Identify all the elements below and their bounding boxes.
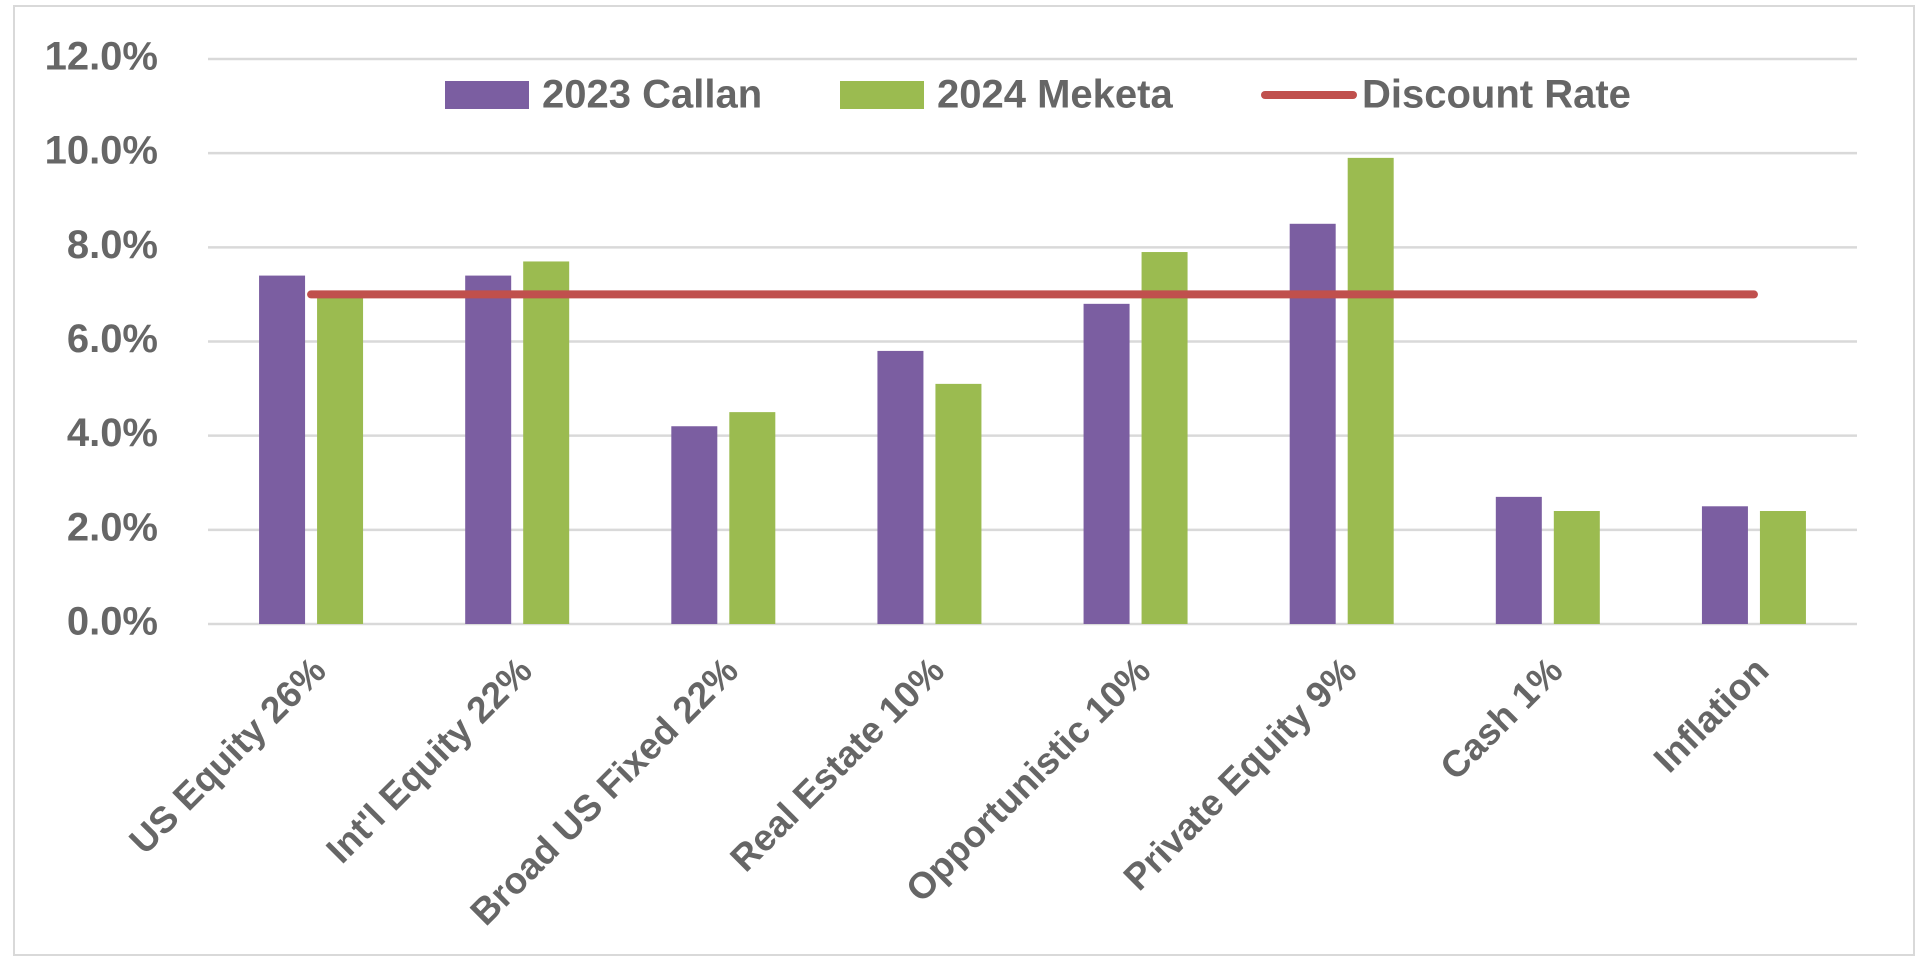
bar [1083, 303, 1130, 624]
x-tick-label: US Equity 26% [121, 650, 333, 862]
legend-label: Discount Rate [1362, 73, 1631, 117]
bar [465, 275, 512, 624]
bar [1759, 511, 1806, 624]
x-tick-label: Real Estate 10% [722, 650, 952, 880]
legend-swatch [445, 81, 529, 109]
y-tick-label: 10.0% [45, 129, 158, 173]
legend-label: 2023 Callan [542, 73, 762, 117]
x-tick-label: Private Equity 9% [1116, 650, 1365, 899]
bar [729, 412, 776, 624]
bar [671, 426, 718, 624]
bar [1289, 223, 1336, 624]
bar [317, 294, 364, 624]
y-tick-label: 2.0% [67, 505, 158, 549]
chart-frame [13, 5, 1915, 956]
y-tick-label: 0.0% [67, 600, 158, 644]
bar [1553, 511, 1600, 624]
bar [935, 383, 982, 624]
bar [1495, 496, 1542, 624]
bar [259, 275, 306, 624]
legend-label: 2024 Meketa [937, 73, 1173, 117]
bar [1347, 157, 1394, 624]
x-tick-label: Int'l Equity 22% [318, 650, 539, 871]
bar [1141, 252, 1188, 624]
bar [877, 350, 924, 624]
y-tick-label: 4.0% [67, 411, 158, 455]
y-tick-label: 8.0% [67, 223, 158, 267]
bar [523, 261, 570, 624]
y-tick-label: 6.0% [67, 317, 158, 361]
bar [1701, 506, 1748, 624]
y-tick-label: 12.0% [45, 35, 158, 79]
x-tick-label: Inflation [1646, 650, 1777, 781]
legend-swatch [840, 81, 924, 109]
x-tick-label: Cash 1% [1432, 650, 1570, 788]
